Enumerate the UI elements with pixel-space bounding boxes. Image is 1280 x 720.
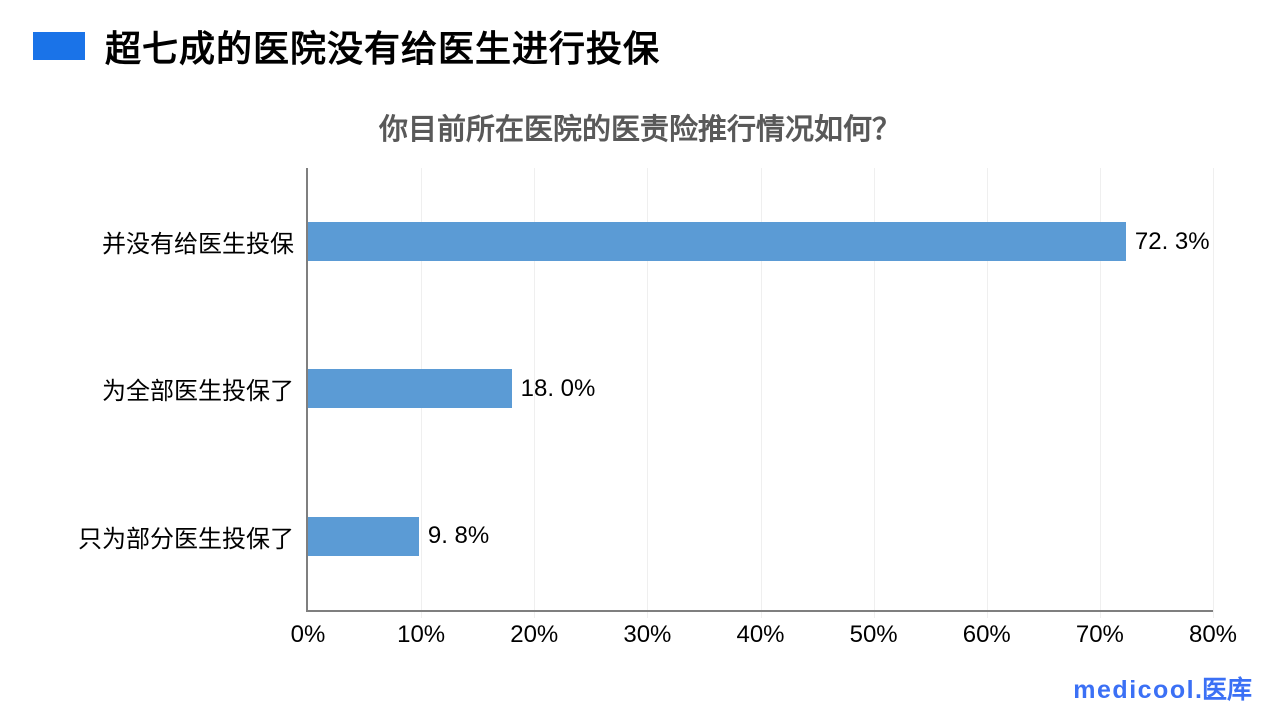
x-tick-label: 70% bbox=[1075, 621, 1124, 648]
bar bbox=[308, 369, 512, 409]
brand-logo: medicool.医库 bbox=[1073, 670, 1252, 706]
x-axis-labels: 0% 10% 20% 30% 40% 50% 60% 70% 80% bbox=[291, 621, 1237, 653]
x-tick-label: 50% bbox=[849, 621, 898, 648]
slide-header: 超七成的医院没有给医生进行投保 bbox=[33, 20, 660, 72]
bar-value-label: 9. 8% bbox=[427, 522, 490, 550]
x-tick-label: 80% bbox=[1188, 621, 1238, 648]
bar-row: 72. 3% bbox=[308, 168, 1213, 315]
gridline bbox=[760, 168, 762, 618]
x-axis-line bbox=[306, 610, 1213, 612]
x-tick-label: 60% bbox=[962, 621, 1011, 648]
gridline bbox=[534, 168, 536, 618]
x-tick-label: 30% bbox=[623, 621, 672, 648]
brand-logo-latin: medicool bbox=[1073, 676, 1196, 704]
x-tick-label: 0% bbox=[290, 621, 326, 648]
bar bbox=[308, 222, 1126, 262]
chart-title: 你目前所在医院的医责险推行情况如何？ bbox=[378, 114, 901, 146]
x-tick-label: 10% bbox=[397, 621, 446, 648]
x-tick-label: 20% bbox=[510, 621, 559, 648]
y-axis-line bbox=[306, 168, 308, 612]
brand-logo-cjk: .医库 bbox=[1195, 676, 1252, 704]
page-title: 超七成的医院没有给医生进行投保 bbox=[105, 28, 661, 69]
title-accent-square bbox=[33, 32, 85, 60]
plot-area: 72. 3% 18. 0% 9. 8% bbox=[306, 168, 1214, 618]
bars-layer: 72. 3% 18. 0% 9. 8% bbox=[308, 168, 1213, 610]
bar-value-label: 18. 0% bbox=[520, 374, 596, 402]
gridline bbox=[986, 168, 988, 618]
category-labels: 并没有给医生投保 为全部医生投保了只为部分医生投保了 bbox=[0, 168, 294, 610]
gridline bbox=[1099, 168, 1101, 618]
gridline bbox=[873, 168, 875, 618]
x-tick-label: 40% bbox=[736, 621, 785, 648]
category-label: 为全部医生投保了 bbox=[102, 378, 294, 406]
gridline bbox=[647, 168, 649, 618]
bar-row: 18. 0% bbox=[308, 315, 1213, 462]
bar-value-label: 72. 3% bbox=[1134, 227, 1210, 255]
bar-row: 9. 8% bbox=[308, 463, 1213, 610]
category-label: 只为部分医生投保了 bbox=[78, 525, 294, 553]
category-label: 并没有给医生投保 bbox=[102, 231, 294, 259]
gridline bbox=[1213, 168, 1214, 618]
bar bbox=[308, 516, 419, 556]
